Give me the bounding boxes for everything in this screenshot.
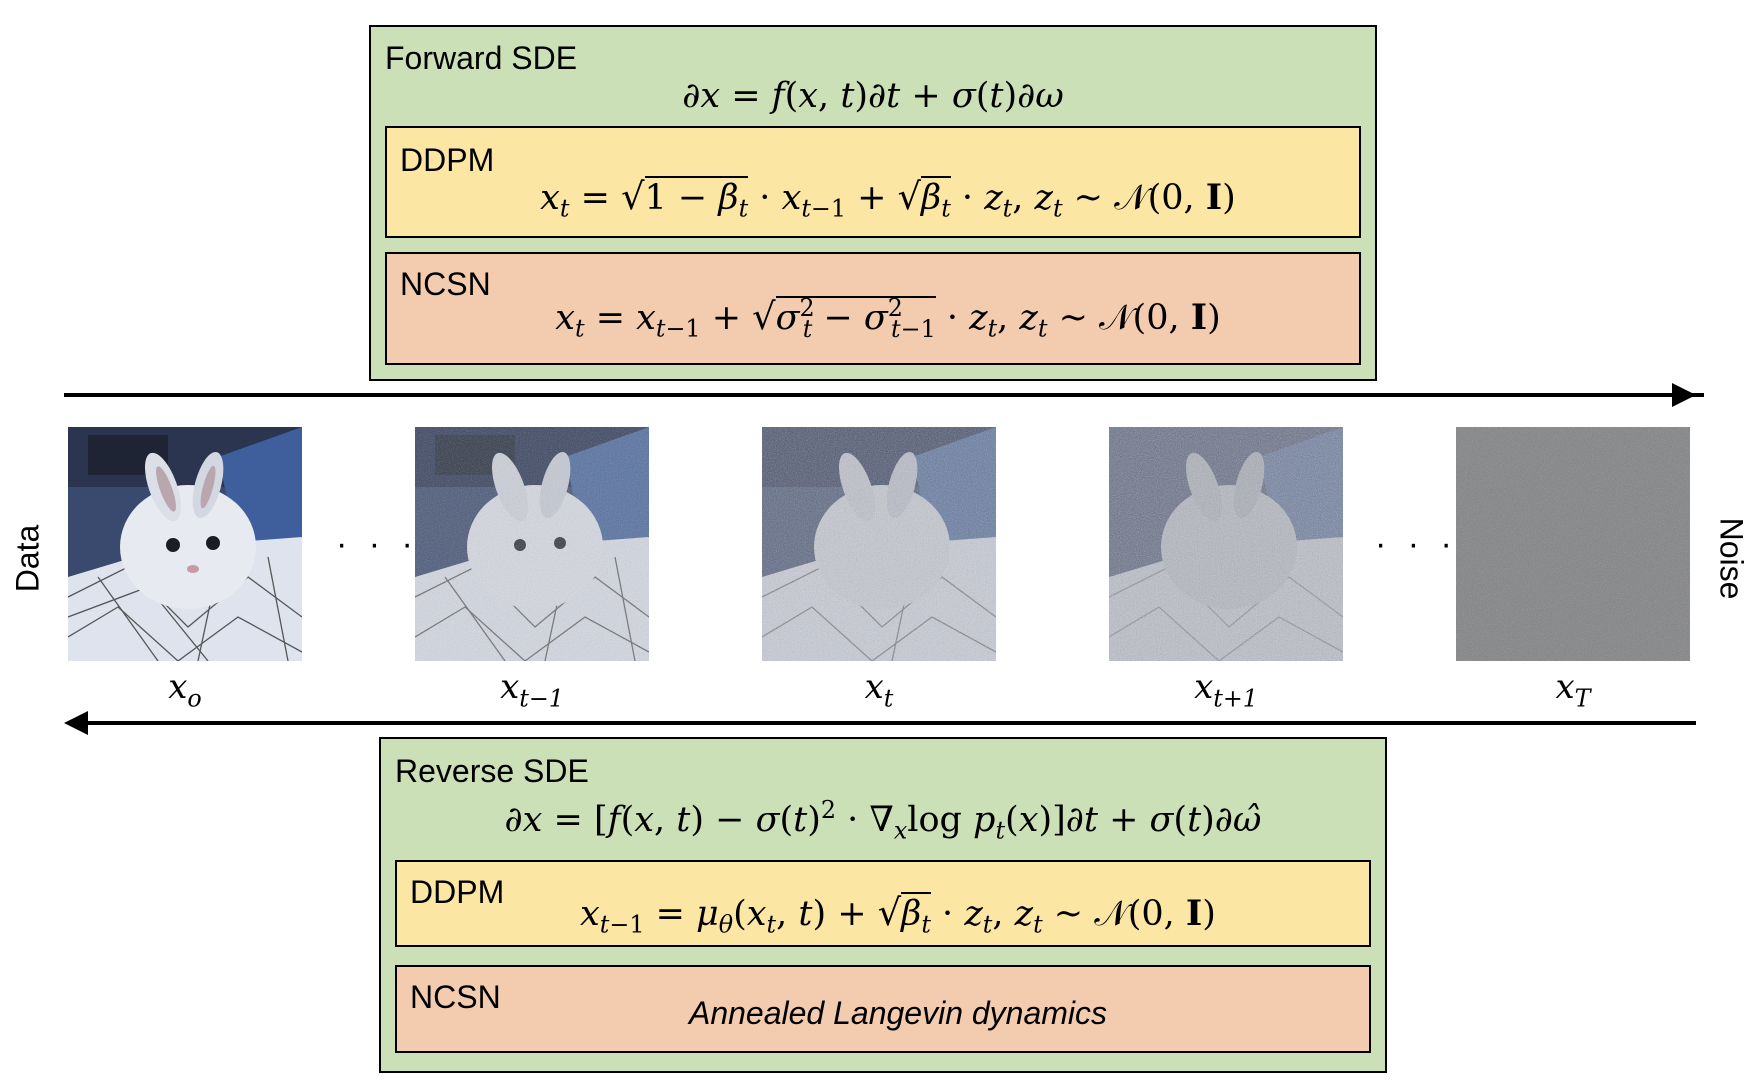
label-xt: xt: [864, 667, 894, 713]
forward-ddpm-title: DDPM: [400, 142, 495, 178]
image-xt: [762, 427, 996, 661]
reverse-ncsn-text: Annealed Langevin dynamics: [688, 995, 1108, 1031]
forward-arrow-head: [1672, 383, 1696, 407]
reverse-ncsn-title: NCSN: [410, 979, 501, 1015]
reverse-ddpm-title: DDPM: [410, 874, 505, 910]
label-xT: xT: [1555, 667, 1591, 713]
label-xt-minus-1: xt−1: [500, 667, 564, 713]
reverse-sde-equation: ∂x = [f(x, t) − σ(t)2 · ∇xlog pt(x)]∂t +…: [504, 795, 1262, 845]
image-xT: [1456, 427, 1690, 661]
forward-sde-equation: ∂x = f(x, t)∂t + σ(t)∂ω: [682, 76, 1064, 116]
ellipsis-1: · · ·: [336, 525, 419, 563]
forward-arrow-line: [64, 393, 1704, 397]
reverse-sde-title: Reverse SDE: [395, 753, 589, 789]
label-xt-plus-1: xt+1: [1194, 667, 1258, 713]
reverse-ddpm-box: DDPM xt−1 = μθ(xt, t) + √βt · zt, zt ~ 𝒩…: [395, 860, 1371, 947]
reverse-arrow-head: [64, 711, 88, 735]
reverse-ncsn-box: NCSN Annealed Langevin dynamics: [395, 965, 1371, 1053]
reverse-arrow-line: [84, 721, 1696, 725]
label-x0: xo: [168, 667, 202, 713]
forward-ncsn-title: NCSN: [400, 266, 491, 302]
noise-side-label: Noise: [1713, 517, 1750, 600]
forward-sde-title: Forward SDE: [385, 40, 578, 76]
reverse-ddpm-equation: xt−1 = μθ(xt, t) + √βt · zt, zt ~ 𝒩(0, I…: [580, 891, 1216, 939]
image-xt-plus-1: [1109, 427, 1343, 661]
ellipsis-2: · · ·: [1375, 525, 1458, 563]
forward-sde-box: Forward SDE ∂x = f(x, t)∂t + σ(t)∂ω DDPM…: [369, 25, 1377, 381]
forward-ddpm-equation: xt = √1 − βt · xt−1 + √βt · zt, zt ~ 𝒩(0…: [540, 175, 1236, 223]
forward-ncsn-equation: xt = xt−1 + √σ2t − σ2t−1 · zt, zt ~ 𝒩(0,…: [555, 293, 1221, 343]
data-side-label: Data: [9, 524, 46, 593]
forward-ncsn-box: NCSN xt = xt−1 + √σ2t − σ2t−1 · zt, zt ~…: [385, 252, 1361, 365]
image-x0: [68, 427, 302, 661]
forward-ddpm-box: DDPM xt = √1 − βt · xt−1 + √βt · zt, zt …: [385, 126, 1361, 238]
image-xt-minus-1: [415, 427, 649, 661]
reverse-sde-box: Reverse SDE ∂x = [f(x, t) − σ(t)2 · ∇xlo…: [379, 737, 1387, 1073]
